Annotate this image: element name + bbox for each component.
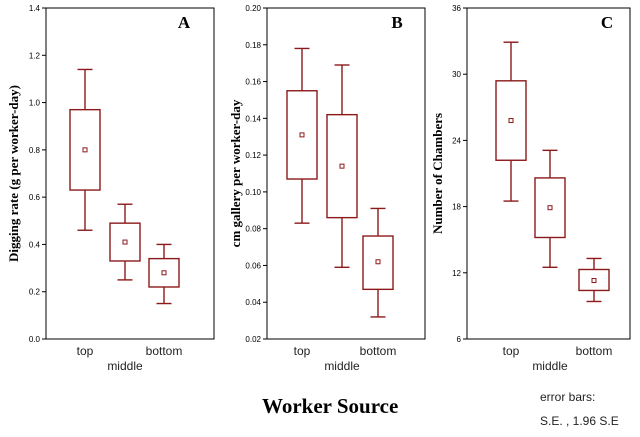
y-tick-label: 0.2 <box>29 288 41 297</box>
box-bottom <box>148 243 180 305</box>
category-label: middle <box>324 359 360 373</box>
se-box <box>578 268 610 292</box>
y-axis-label: Digging rate (g per worker-day) <box>6 85 21 262</box>
y-tick-label: 0.0 <box>29 335 41 344</box>
mean-marker <box>339 163 345 169</box>
box-top <box>69 68 101 231</box>
category-label: bottom <box>146 344 183 358</box>
box-middle <box>109 203 141 281</box>
y-tick-label: 0.02 <box>245 335 261 344</box>
y-tick-label: 6 <box>457 335 462 344</box>
y-tick-label: 24 <box>452 136 461 145</box>
y-tick-label: 0.12 <box>245 151 261 160</box>
y-tick-label: 0.08 <box>245 225 261 234</box>
se-box <box>495 80 527 161</box>
se-box <box>109 222 141 262</box>
se-box <box>69 108 101 191</box>
y-tick-label: 30 <box>452 70 461 79</box>
mean-marker <box>547 205 553 211</box>
se-box <box>362 235 394 291</box>
plot-frame <box>45 7 215 340</box>
legend-line-2: S.E. , 1.96 S.E <box>540 414 619 428</box>
y-tick-label: 0.20 <box>245 4 261 13</box>
panel-label: C <box>601 13 613 32</box>
y-axis-label: Number of Chambers <box>430 113 445 234</box>
box-middle <box>534 149 566 268</box>
mean-marker <box>161 270 167 276</box>
y-tick-label: 1.2 <box>29 51 41 60</box>
y-tick-label: 1.0 <box>29 99 41 108</box>
legend-line-1: error bars: <box>540 390 596 404</box>
category-label: middle <box>107 359 143 373</box>
panel-label: B <box>391 13 402 32</box>
box-bottom <box>578 257 610 303</box>
mean-marker <box>82 147 88 153</box>
y-tick-label: 0.6 <box>29 193 41 202</box>
category-label: middle <box>532 359 568 373</box>
box-bottom <box>362 207 394 318</box>
plot-frame <box>466 7 631 340</box>
box-top <box>495 41 527 202</box>
y-tick-label: 1.4 <box>29 4 41 13</box>
category-label: top <box>503 344 520 358</box>
y-tick-label: 18 <box>452 203 461 212</box>
y-tick-label: 0.18 <box>245 41 261 50</box>
category-label: bottom <box>576 344 613 358</box>
mean-marker <box>375 259 381 265</box>
y-tick-label: 0.16 <box>245 78 261 87</box>
panel-label: A <box>178 13 191 32</box>
category-label: top <box>77 344 94 358</box>
y-tick-label: 36 <box>452 4 461 13</box>
y-tick-label: 0.04 <box>245 298 261 307</box>
y-tick-label: 0.14 <box>245 114 261 123</box>
category-label: top <box>294 344 311 358</box>
se-box <box>286 90 318 180</box>
se-box <box>326 113 358 219</box>
y-tick-label: 0.06 <box>245 261 261 270</box>
se-box <box>148 257 180 288</box>
mean-marker <box>508 118 514 124</box>
box-top <box>286 47 318 224</box>
y-tick-label: 0.4 <box>29 240 41 249</box>
category-label: bottom <box>360 344 397 358</box>
y-tick-label: 12 <box>452 269 461 278</box>
mean-marker <box>591 278 597 284</box>
y-tick-label: 0.8 <box>29 146 41 155</box>
mean-marker <box>122 239 128 245</box>
plot-frame <box>266 7 426 340</box>
se-box <box>534 177 566 239</box>
figure-title: Worker Source <box>262 394 399 418</box>
y-tick-label: 0.10 <box>245 188 261 197</box>
box-middle <box>326 64 358 268</box>
mean-marker <box>299 132 305 138</box>
y-axis-label: cm gallery per worker-day <box>228 99 243 247</box>
